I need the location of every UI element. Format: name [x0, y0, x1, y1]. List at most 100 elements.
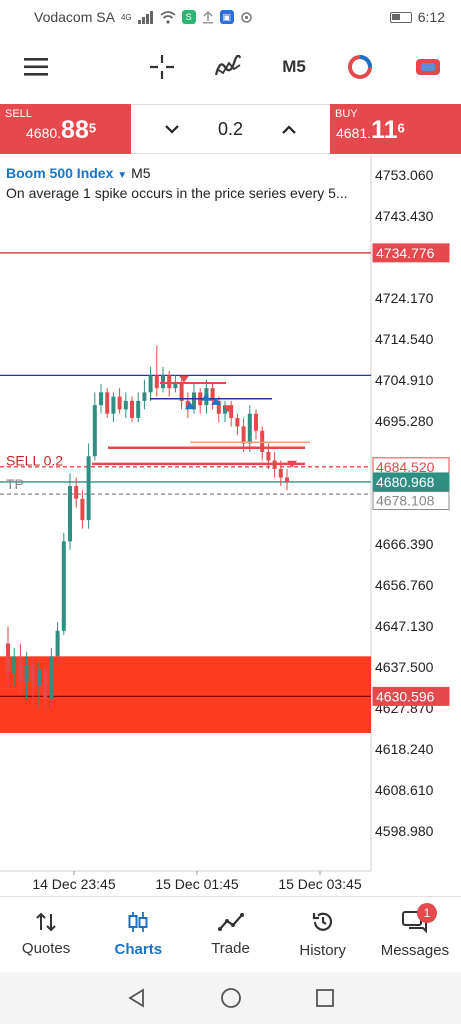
chart-symbol-row[interactable]: Boom 500 Index ▼ M5 — [6, 165, 151, 181]
buy-price-prefix: 4681. — [336, 125, 372, 141]
crosshair-button[interactable] — [140, 34, 184, 100]
candle-body — [185, 400, 190, 410]
nav-history[interactable]: History — [277, 897, 369, 972]
chevron-down-icon — [165, 124, 179, 134]
x-tick-label: 15 Dec 01:45 — [155, 876, 238, 892]
candle-body — [173, 383, 178, 389]
candle-body — [55, 630, 60, 657]
nav-quotes[interactable]: Quotes — [0, 897, 92, 972]
candle-body — [161, 375, 165, 389]
candle-body — [192, 392, 196, 410]
price-chart[interactable]: 4753.060 4743.430 4724.170 4714.540 4704.910… — [0, 156, 461, 896]
chevron-up-icon — [282, 124, 296, 134]
candle-body — [92, 405, 97, 457]
carrier-name: Vodacom SA — [34, 9, 115, 25]
candle-body — [49, 656, 54, 699]
candle-body — [123, 400, 128, 410]
volume-value[interactable]: 0.2 — [217, 118, 244, 139]
menu-button[interactable] — [14, 34, 58, 100]
candle-body — [278, 469, 283, 478]
candle-body — [216, 400, 221, 414]
trade-arrow-icon — [211, 397, 221, 405]
x-tick-label: 15 Dec 03:45 — [278, 876, 361, 892]
candle-body — [80, 498, 85, 521]
candle-body — [247, 413, 252, 444]
objects-button[interactable] — [338, 34, 382, 100]
nav-label-history: History — [299, 942, 347, 959]
y-tick-label: 4647.130 — [375, 618, 434, 634]
candle-body — [167, 375, 172, 389]
price-tag — [372, 243, 450, 263]
app-notification-icon: S — [181, 10, 196, 24]
sell-price-sup: 5 — [88, 120, 97, 136]
price-tag — [372, 686, 450, 706]
y-tick-label: 4618.240 — [375, 741, 434, 757]
candle-body — [99, 392, 103, 406]
back-icon[interactable] — [127, 988, 147, 1008]
volume-increase-button[interactable] — [274, 114, 304, 144]
sell-button[interactable]: SELL 4680.885 — [0, 104, 131, 154]
candle-body — [37, 669, 41, 687]
order-label: TP — [6, 476, 24, 492]
price-tag-label: 4680.968 — [376, 474, 435, 490]
buy-price-big: 11 — [371, 116, 398, 144]
candle-body — [210, 388, 215, 401]
y-tick-label: 4666.390 — [375, 536, 434, 552]
nav-messages[interactable]: Messages 1 — [369, 897, 461, 972]
candle-body — [61, 541, 66, 631]
price-tag-label: 4734.776 — [376, 245, 435, 261]
y-tick-label: 4637.500 — [375, 659, 434, 675]
system-navigation — [0, 972, 461, 1024]
y-tick-label: 4695.280 — [375, 413, 434, 429]
zone-rectangle — [0, 656, 371, 733]
y-tick-label: 4714.540 — [375, 331, 434, 347]
y-tick-label: 4743.430 — [375, 208, 434, 224]
y-tick-label: 4704.910 — [375, 372, 434, 388]
trade-bar: SELL 4680.885 0.2 BUY 4681.116 — [0, 104, 461, 154]
candle-body — [30, 664, 35, 687]
price-tag — [372, 491, 450, 511]
buy-button[interactable]: BUY 4681.116 — [330, 104, 461, 154]
nav-trade[interactable]: Trade — [184, 897, 276, 972]
y-tick-label: 4724.170 — [375, 290, 434, 306]
indicators-button[interactable] — [206, 34, 250, 100]
sell-price: 4680.885 — [26, 116, 96, 145]
candle-body — [142, 392, 147, 401]
timeframe-label: M5 — [282, 57, 306, 76]
candle-body — [229, 405, 234, 418]
y-tick-label: 4598.980 — [375, 823, 434, 839]
candle-body — [179, 383, 184, 401]
candle-body — [111, 396, 116, 414]
indicator-icon — [214, 55, 242, 76]
sell-price-big: 88 — [61, 116, 89, 144]
one-click-trade-button[interactable] — [406, 34, 450, 100]
battery-icon — [389, 11, 412, 23]
trade-icon — [217, 913, 244, 931]
quotes-icon — [36, 912, 56, 932]
candle-body — [260, 430, 265, 452]
candle-body — [12, 656, 17, 674]
sell-price-prefix: 4680. — [26, 125, 62, 141]
nav-charts[interactable]: Charts — [92, 897, 184, 972]
candle-body — [223, 405, 227, 414]
candle-body — [241, 426, 246, 444]
wifi-icon — [160, 10, 176, 24]
symbol-name[interactable]: Boom 500 Index — [6, 165, 114, 181]
timeframe-button[interactable]: M5 — [272, 34, 316, 100]
symbol-description: On average 1 spike occurs in the price s… — [6, 185, 348, 201]
clock: 6:12 — [417, 9, 445, 25]
trade-arrow-icon — [287, 460, 297, 468]
candle-body — [117, 396, 122, 410]
trade-arrow-icon — [179, 375, 189, 383]
buy-label: BUY — [335, 108, 358, 120]
symbol-dropdown-icon[interactable]: ▼ — [117, 170, 128, 181]
status-right: 6:12 — [389, 9, 445, 25]
candle-body — [105, 392, 110, 414]
home-icon[interactable] — [220, 987, 242, 1009]
recents-icon[interactable] — [315, 988, 335, 1008]
buy-price-sup: 6 — [397, 120, 405, 136]
candle-body — [43, 669, 48, 699]
volume-decrease-button[interactable] — [157, 114, 187, 144]
price-tag-label: 4678.108 — [376, 493, 435, 509]
one-click-trade-icon — [416, 59, 440, 75]
